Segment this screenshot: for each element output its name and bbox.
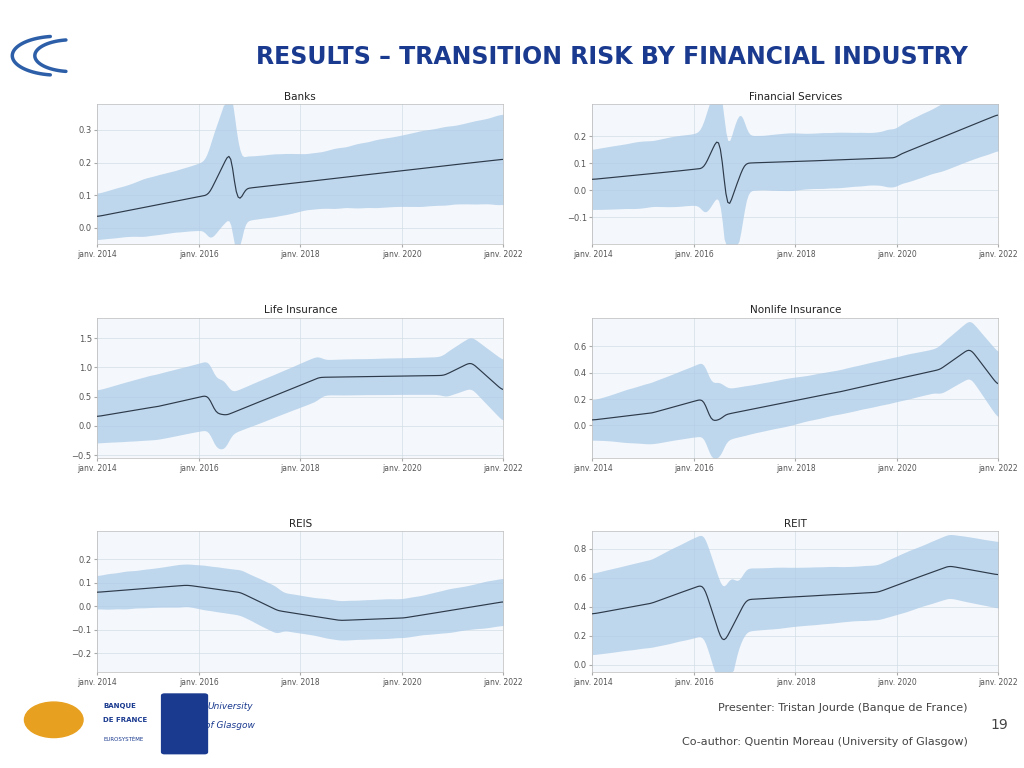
Text: EUROSYSTÈME: EUROSYSTÈME xyxy=(103,737,143,743)
Text: 19: 19 xyxy=(991,717,1009,732)
Title: Life Insurance: Life Insurance xyxy=(263,306,337,316)
FancyBboxPatch shape xyxy=(162,694,208,753)
Text: BANQUE: BANQUE xyxy=(103,703,136,709)
Title: Banks: Banks xyxy=(285,91,316,101)
Circle shape xyxy=(25,702,83,737)
Text: DE FRANCE: DE FRANCE xyxy=(103,717,147,723)
Title: Nonlife Insurance: Nonlife Insurance xyxy=(750,306,841,316)
Text: of Glasgow: of Glasgow xyxy=(206,721,255,730)
Text: University: University xyxy=(208,702,253,710)
Title: Financial Services: Financial Services xyxy=(749,91,842,101)
Title: REIT: REIT xyxy=(784,519,807,529)
Text: Co-author: Quentin Moreau (University of Glasgow): Co-author: Quentin Moreau (University of… xyxy=(682,737,968,747)
Title: REIS: REIS xyxy=(289,519,312,529)
Text: RESULTS – TRANSITION RISK BY FINANCIAL INDUSTRY: RESULTS – TRANSITION RISK BY FINANCIAL I… xyxy=(256,45,968,69)
Text: Presenter: Tristan Jourde (Banque de France): Presenter: Tristan Jourde (Banque de Fra… xyxy=(718,703,968,713)
